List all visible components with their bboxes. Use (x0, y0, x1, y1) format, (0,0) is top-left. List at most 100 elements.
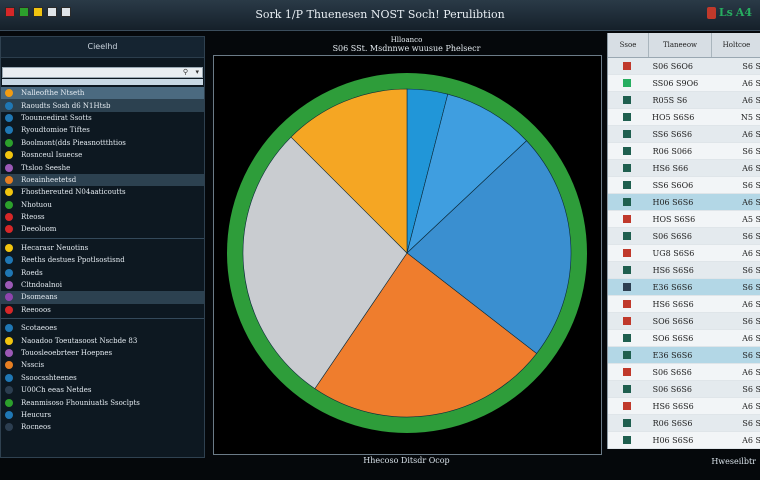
sidebar-item-label: Ttsloo Seeshe (21, 163, 71, 172)
sidebar-item[interactable]: Nsscis (1, 359, 204, 371)
pie-slice-5[interactable] (290, 88, 408, 254)
sidebar-item[interactable]: Hecarasr Neuotins (1, 242, 204, 254)
search-icon[interactable]: ⚲ (182, 68, 188, 76)
row-name: HS6 S6S6 (652, 401, 694, 411)
window-icon-2[interactable] (33, 7, 43, 17)
row-color-cell (608, 368, 646, 376)
color-swatch-icon (623, 215, 632, 223)
table-row[interactable]: HOS S6S6 A5 S (608, 211, 760, 228)
table-row[interactable]: HS6 S6S6 A6 S (608, 296, 760, 313)
pie-slice-3[interactable] (314, 252, 538, 418)
sidebar-item[interactable]: Cltndoalnoi (1, 279, 204, 291)
search-input[interactable]: ⚲ ▾ (2, 67, 203, 78)
sidebar-item[interactable]: Dsomeans (1, 291, 204, 304)
color-swatch-icon (623, 317, 632, 325)
table-row[interactable]: E36 S6S6 S6 S (608, 347, 760, 364)
row-color-cell (608, 79, 646, 87)
sidebar-divider (1, 237, 204, 242)
sidebar-item[interactable]: Roeds (1, 266, 204, 278)
indicator-0[interactable] (706, 6, 716, 19)
color-dot-icon (5, 305, 13, 314)
table-row[interactable]: R06 S6S6 S6 S (608, 415, 760, 432)
pie-slice-4[interactable] (242, 136, 408, 390)
table-row[interactable]: SO6 S6S6 S6 S (608, 313, 760, 330)
table-row[interactable]: SS06 S9O6 A6 S (608, 75, 760, 92)
window-icon-0[interactable] (5, 7, 15, 17)
sidebar-item[interactable]: Rosnceul Isuecse (1, 149, 204, 161)
color-swatch-icon (623, 198, 632, 206)
row-color-cell (608, 266, 647, 274)
row-color-cell (608, 96, 646, 104)
table-row[interactable]: HS6 S6S6 S6 S (608, 262, 760, 279)
sidebar-item[interactable]: Naoadoo Toeutasoost Nscbde 83 (1, 334, 204, 346)
table-row[interactable]: H06 S6S6 A6 S (608, 432, 760, 449)
table-row[interactable]: R06 S066 S6 S (608, 143, 760, 160)
sidebar-item[interactable]: Reeths destues Ppotlsostisnd (1, 254, 204, 266)
pie-slice-1[interactable] (406, 93, 527, 254)
table-row[interactable]: SS6 S6O6 S6 S (608, 177, 760, 194)
sidebar-item-label: Ryoudtomioe Tiftes (21, 126, 90, 135)
chart-header: Hlloanco S06 SSt. Msdnnwe wuusue Phelsec… (213, 36, 600, 53)
table-row[interactable]: S06 S6S6 S6 S (608, 228, 760, 245)
sidebar-item[interactable]: Raoudts Sosh d6 N1Htsb (1, 99, 204, 112)
table-row[interactable]: SO6 S6S6 A6 S (608, 330, 760, 347)
chevron-down-icon[interactable]: ▾ (195, 68, 199, 76)
row-color-cell (608, 300, 646, 308)
row-color-cell (608, 385, 647, 393)
sidebar-item[interactable]: Touosleoebrteer Hoepnes (1, 347, 204, 359)
color-swatch-icon (623, 266, 632, 274)
sidebar-filter-strip[interactable] (2, 79, 203, 85)
sidebar-item-label: Naoadoo Toeutasoost Nscbde 83 (21, 336, 138, 345)
color-dot-icon (5, 89, 13, 98)
sidebar-item[interactable]: Ryoudtomioe Tiftes (1, 124, 204, 136)
sidebar-item-label: Raoudts Sosh d6 N1Htsb (21, 101, 111, 110)
sidebar-item[interactable]: U00Ch eeas Netdes (1, 384, 204, 396)
indicator-2[interactable]: A4 (735, 6, 752, 19)
table-row[interactable]: UG8 S6S6 A6 S (608, 245, 760, 262)
sidebar-item[interactable]: Nhotuou (1, 199, 204, 211)
sidebar-item[interactable]: Scotaeoes (1, 322, 204, 334)
sidebar-item[interactable]: Boolmont(dds Pieasnottthtios (1, 137, 204, 149)
table-row[interactable]: HS6 S66 A6 S (608, 160, 760, 177)
indicator-1[interactable]: Ls (718, 6, 733, 19)
table-row[interactable]: E36 S6S6 S6 S (608, 279, 760, 296)
row-value: A6 S (742, 401, 760, 411)
sidebar-item-label: Heucurs (21, 410, 52, 419)
table-row[interactable]: HS6 S6S6 A6 S (608, 398, 760, 415)
color-dot-icon (5, 386, 13, 395)
window-icon-4[interactable] (61, 7, 71, 17)
column-header-2[interactable]: Holtcoe (722, 41, 751, 49)
sidebar-item[interactable]: Reeooos (1, 304, 204, 316)
sidebar-item[interactable]: Nalleofthe Ntseth (1, 87, 204, 100)
row-name: S06 S6O6 (652, 61, 694, 71)
sidebar-item[interactable]: Ssoocsshteenes (1, 372, 204, 384)
table-row[interactable]: S06 S6S6 A6 S (608, 364, 760, 381)
sidebar-item[interactable]: Heucurs (1, 409, 204, 421)
sidebar-item[interactable]: Roeainheetetsd (1, 173, 204, 187)
pie-chart[interactable] (214, 56, 601, 454)
color-dot-icon (5, 256, 13, 265)
color-dot-icon (5, 268, 13, 277)
row-name: S06 S6S6 (652, 367, 692, 377)
sidebar-item[interactable]: Rocneos (1, 421, 204, 433)
sidebar-item[interactable]: Deeoloom (1, 223, 204, 235)
table-row[interactable]: S06 S6S6 S6 S (608, 381, 760, 398)
table-row[interactable]: R05S S6 A6 S (608, 92, 760, 109)
color-dot-icon (5, 213, 13, 222)
sidebar-item[interactable]: Reanmisoso Fhouniuatls Ssoclpts (1, 396, 204, 408)
status-indicators: Ls A4 (706, 6, 752, 19)
window-icon-1[interactable] (19, 7, 29, 17)
sidebar-item-label: Nhotuou (21, 200, 52, 209)
table-row[interactable]: H06 S6S6 A6 S (608, 194, 760, 211)
sidebar-item[interactable]: Rteoss (1, 211, 204, 223)
sidebar-item[interactable]: Fhosthereuted N04aaticoutts (1, 186, 204, 198)
window-icon-3[interactable] (47, 7, 57, 17)
table-row[interactable]: SS6 S6S6 A6 S (608, 126, 760, 143)
column-header-1[interactable]: Tlaneeow (649, 33, 712, 57)
column-header-0[interactable]: Ssoe (608, 33, 649, 57)
table-row[interactable]: S06 S6O6 S6 S (608, 58, 760, 75)
sidebar-item[interactable]: Toouncedirat Ssotts (1, 112, 204, 124)
table-row[interactable]: HO5 S6S6 N5 S (608, 109, 760, 126)
pie-slice-2[interactable] (406, 140, 572, 354)
sidebar-item[interactable]: Ttsloo Seeshe (1, 161, 204, 173)
